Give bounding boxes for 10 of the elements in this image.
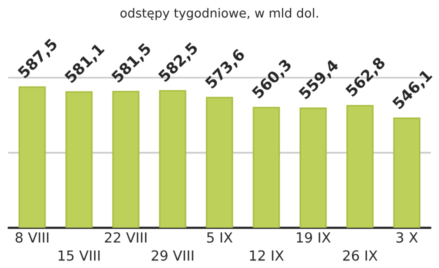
- x-tick-label: 12 IX: [250, 250, 284, 261]
- x-tick-label: 3 X: [396, 232, 418, 243]
- x-tick-label: 15 VIII: [58, 250, 100, 261]
- x-tick-label: 22 VIII: [104, 232, 146, 243]
- x-tick-label: 19 IX: [296, 232, 331, 243]
- x-tick-label: 8 VIII: [16, 232, 48, 243]
- chart-subtitle: odstępy tygodniowe, w mld dol.: [120, 8, 318, 20]
- x-tick-label: 5 IX: [207, 232, 232, 243]
- x-tick-label: 29 VIII: [152, 250, 194, 261]
- x-tick-label: 26 IX: [343, 250, 378, 261]
